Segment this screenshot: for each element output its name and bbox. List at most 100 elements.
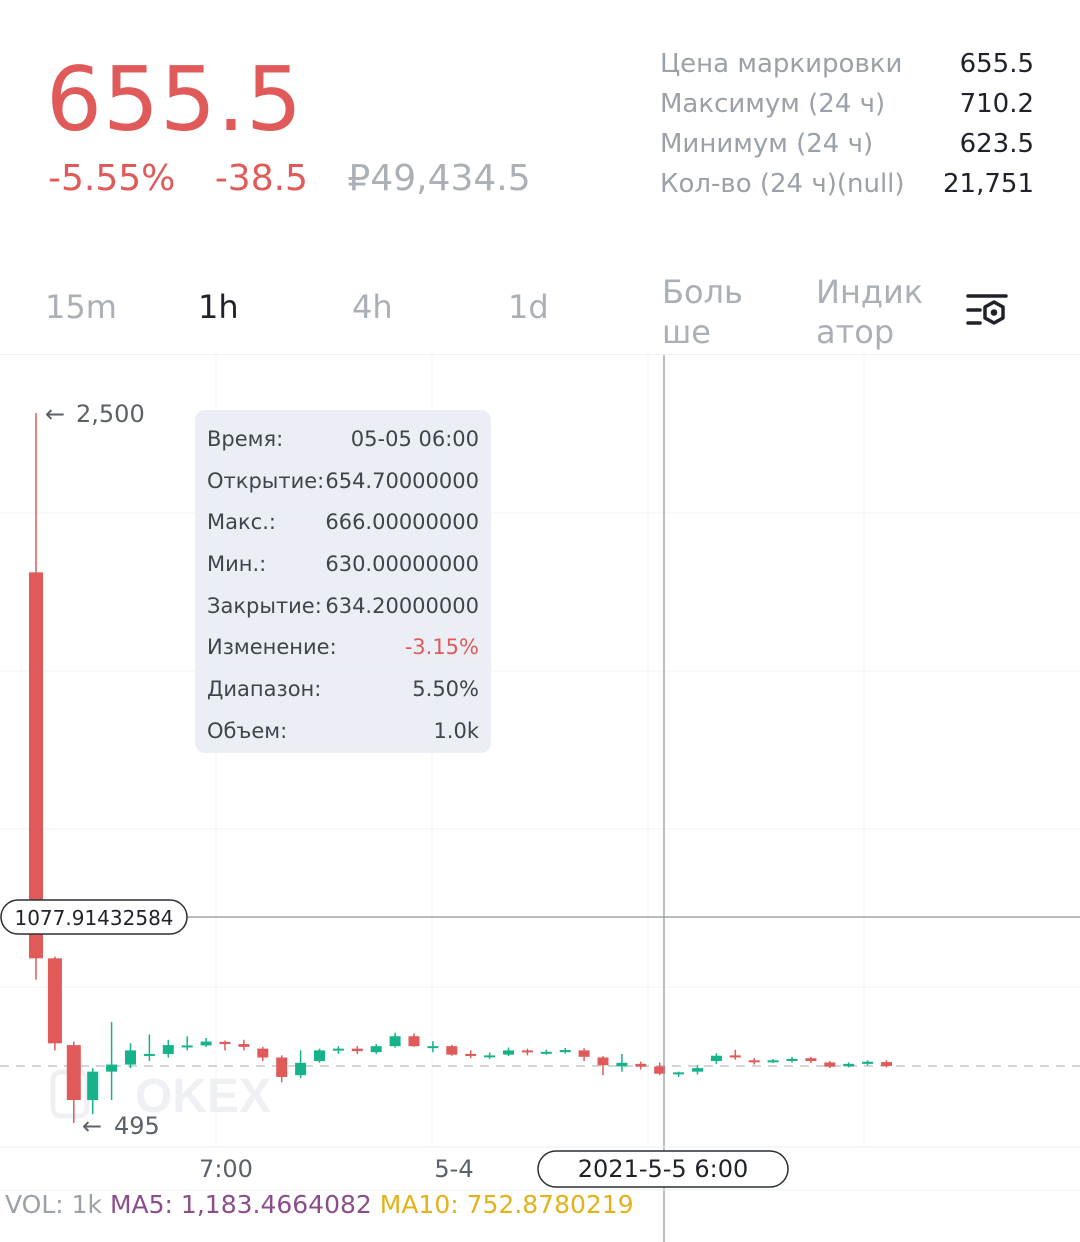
tabs-divider bbox=[0, 354, 1080, 355]
candle-body bbox=[767, 1060, 779, 1063]
candle-body bbox=[673, 1072, 685, 1075]
candle-body bbox=[370, 1046, 382, 1053]
candle-body bbox=[257, 1048, 269, 1058]
candle-body bbox=[616, 1062, 628, 1067]
crosshair-time-pill bbox=[537, 1150, 789, 1188]
candle-body bbox=[578, 1050, 590, 1057]
change-percent: -5.55% bbox=[48, 158, 176, 199]
candle-body bbox=[521, 1050, 533, 1053]
chart-settings-icon[interactable] bbox=[966, 290, 1010, 330]
candle-body bbox=[29, 572, 43, 959]
tab-1h[interactable]: 1h bbox=[198, 288, 239, 326]
candle bbox=[843, 1062, 855, 1068]
candle bbox=[408, 1033, 420, 1047]
candle bbox=[559, 1047, 571, 1054]
candle-body bbox=[654, 1066, 666, 1074]
candle-body bbox=[597, 1057, 609, 1066]
tab-more[interactable]: Больше bbox=[662, 273, 743, 351]
min-marker-arrow: ← bbox=[82, 1112, 102, 1140]
candle-body bbox=[238, 1044, 250, 1047]
candle-body bbox=[408, 1036, 420, 1047]
candle-body bbox=[484, 1055, 496, 1058]
candle-body bbox=[710, 1055, 722, 1062]
candle-body bbox=[295, 1062, 307, 1076]
candle-body bbox=[276, 1057, 288, 1077]
candle-body bbox=[66, 1045, 81, 1100]
candle bbox=[692, 1065, 703, 1075]
stat-high-24h: Максимум (24 ч) 710.2 bbox=[660, 89, 1034, 119]
max-marker-arrow: ← bbox=[45, 400, 65, 428]
candle-body bbox=[465, 1053, 477, 1056]
stats-panel: Цена маркировки 655.5 Максимум (24 ч) 71… bbox=[660, 44, 1034, 204]
candle bbox=[616, 1053, 628, 1072]
candle-body bbox=[143, 1053, 155, 1056]
candle-body bbox=[351, 1048, 363, 1052]
stat-mark-price: Цена маркировки 655.5 bbox=[660, 49, 1034, 79]
candle-body bbox=[843, 1063, 855, 1067]
interval-tabs: 15m 1h 4h 1d Больше Индикатор bbox=[0, 262, 1080, 354]
candle-body bbox=[748, 1060, 760, 1063]
candlestick-chart[interactable]: OKEX 1077.91432584 ← 2,500 ← 495 7:00 5-… bbox=[0, 355, 1080, 1242]
candle bbox=[427, 1041, 439, 1053]
candle-body bbox=[824, 1062, 836, 1067]
candle-body bbox=[162, 1045, 174, 1054]
candle-body bbox=[503, 1050, 514, 1055]
tooltip-row-high: Макс.: 666.00000000 bbox=[207, 510, 479, 535]
ma5-value: MA5: 1,183.4664082 bbox=[109, 1190, 372, 1219]
candle bbox=[200, 1038, 212, 1047]
candle bbox=[465, 1050, 477, 1059]
candle-body bbox=[692, 1068, 703, 1072]
candle bbox=[635, 1061, 647, 1070]
crosshair-price-label: 1077.91432584 bbox=[14, 906, 173, 930]
candle bbox=[219, 1040, 231, 1051]
candle bbox=[106, 1022, 118, 1100]
tooltip-row-range: Диапазон: 5.50% bbox=[207, 676, 479, 701]
candle bbox=[29, 413, 43, 980]
chart-grid bbox=[0, 355, 1080, 1147]
tooltip-row-change: Изменение: -3.15% bbox=[207, 635, 479, 660]
candle bbox=[862, 1060, 874, 1066]
candle bbox=[238, 1039, 250, 1051]
tab-1d[interactable]: 1d bbox=[508, 288, 549, 326]
candle bbox=[729, 1049, 741, 1060]
candle-body bbox=[125, 1050, 136, 1065]
stat-low-24h: Минимум (24 ч) 623.5 bbox=[660, 129, 1034, 159]
tab-indicator[interactable]: Индикатор bbox=[816, 273, 924, 351]
candle bbox=[162, 1039, 174, 1058]
tooltip-row-time: Время: 05-05 06:00 bbox=[207, 426, 479, 451]
candle bbox=[673, 1071, 685, 1077]
candle bbox=[710, 1053, 722, 1064]
candle bbox=[786, 1056, 798, 1063]
x-tick-label: 5-4 bbox=[434, 1155, 473, 1183]
candle bbox=[66, 1041, 81, 1123]
tooltip-row-low: Мин.: 630.00000000 bbox=[207, 551, 479, 576]
candle bbox=[824, 1061, 836, 1069]
crosshair-time-label: 2021-5-5 6:00 bbox=[578, 1155, 748, 1183]
tab-4h[interactable]: 4h bbox=[352, 288, 393, 326]
price-rub: ₽49,434.5 bbox=[347, 158, 531, 199]
ma10-value: MA10: 752.8780219 bbox=[379, 1190, 634, 1219]
min-marker-label: 495 bbox=[114, 1112, 160, 1140]
x-tick-label: 7:00 bbox=[199, 1155, 253, 1183]
candle bbox=[881, 1060, 892, 1068]
candle-body bbox=[200, 1041, 212, 1046]
candle-body bbox=[87, 1071, 99, 1100]
candle bbox=[181, 1036, 193, 1051]
candle bbox=[654, 1062, 666, 1076]
candle-body bbox=[106, 1064, 118, 1072]
candle bbox=[597, 1056, 609, 1076]
candle bbox=[540, 1049, 552, 1055]
candle bbox=[87, 1068, 99, 1115]
candle-body bbox=[446, 1046, 458, 1055]
candle-body bbox=[47, 958, 62, 1044]
crosshair-price-pill bbox=[0, 899, 188, 935]
candle bbox=[47, 956, 62, 1051]
candle bbox=[125, 1043, 136, 1069]
candle bbox=[332, 1046, 344, 1054]
tab-15m[interactable]: 15m bbox=[45, 288, 117, 326]
price-change-row: -5.55% -38.5 ₽49,434.5 bbox=[48, 158, 559, 199]
ticker-header: 655.5 -5.55% -38.5 ₽49,434.5 Цена маркир… bbox=[0, 0, 1080, 240]
candle-body bbox=[219, 1041, 231, 1045]
candle bbox=[805, 1056, 817, 1064]
candle-body bbox=[181, 1045, 193, 1048]
